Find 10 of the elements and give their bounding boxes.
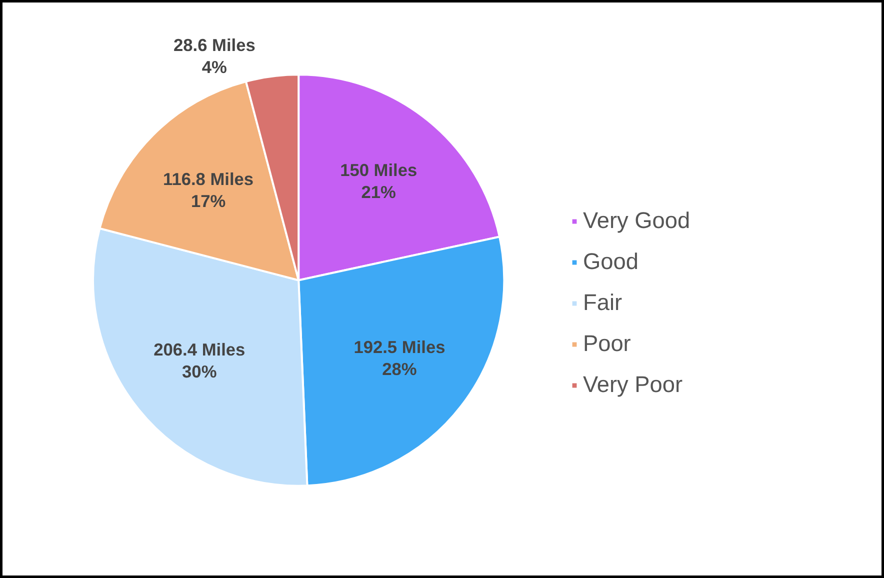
data-label: 206.4 Miles 30% xyxy=(154,339,246,382)
data-label: 116.8 Miles 17% xyxy=(163,169,254,212)
data-label: 150 Miles 21% xyxy=(340,160,418,202)
legend-label: Very Poor xyxy=(583,371,682,398)
legend-label: Very Good xyxy=(583,207,690,234)
data-label: 28.6 Miles 4% xyxy=(173,34,256,77)
legend-label: Poor xyxy=(583,330,631,357)
data-label: 192.5 Miles 28% xyxy=(354,337,446,380)
legend-label: Fair xyxy=(583,289,622,316)
legend-label: Good xyxy=(583,248,638,275)
